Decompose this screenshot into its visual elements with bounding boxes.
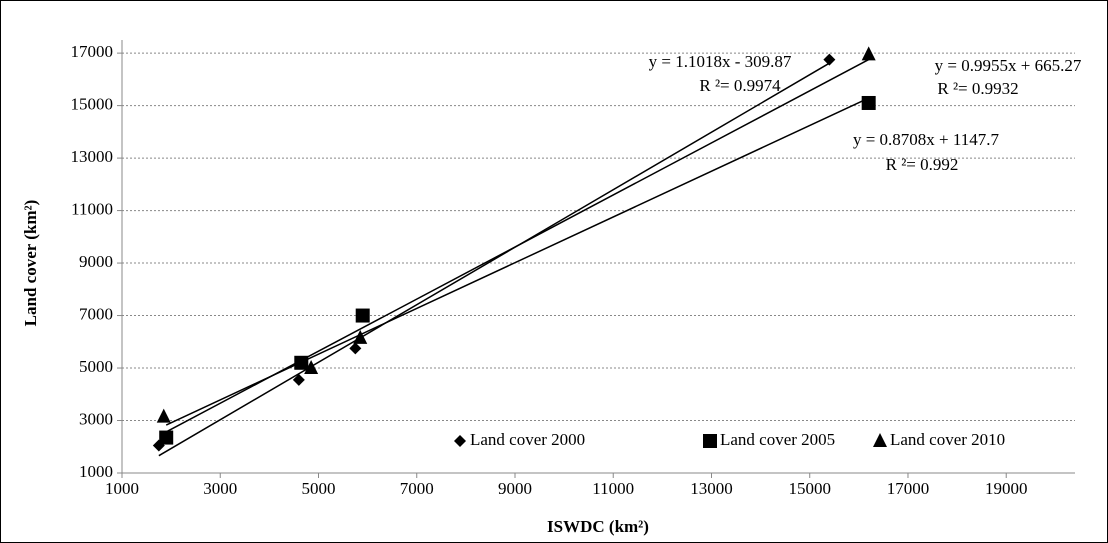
data-point [823,53,836,66]
data-point [292,373,305,386]
x-axis-label: ISWDC (km²) [547,517,649,536]
trendline-equation: R ²= 0.9932 [937,79,1018,98]
y-tick-label: 15000 [71,95,114,114]
trendline-equation: R ²= 0.992 [886,155,959,174]
y-axis-label: Land cover (km²) [21,200,40,327]
trendline-equation: R ²= 0.9974 [699,76,781,95]
legend-marker [873,433,887,447]
data-point [156,408,171,423]
data-point [861,95,876,110]
y-tick-label: 17000 [71,42,114,61]
data-point [349,342,362,355]
x-tick-label: 19000 [985,479,1028,498]
data-point [159,430,174,445]
x-tick-label: 13000 [690,479,733,498]
legend-label: Land cover 2000 [470,430,585,449]
y-tick-label: 1000 [79,462,113,481]
x-tick-label: 3000 [203,479,237,498]
x-tick-label: 5000 [301,479,335,498]
y-tick-label: 11000 [71,199,113,218]
legend-marker [703,434,717,448]
y-tick-label: 3000 [79,409,113,428]
data-point [861,46,876,61]
y-tick-label: 5000 [79,357,113,376]
trendline-equation: y = 0.8708x + 1147.7 [853,130,1000,149]
legend-marker [454,435,466,447]
legend-label: Land cover 2005 [720,430,835,449]
y-tick-label: 13000 [71,147,114,166]
data-point [294,355,309,370]
data-point [353,329,368,344]
data-point [355,308,370,323]
x-tick-label: 15000 [788,479,831,498]
x-tick-label: 7000 [400,479,434,498]
y-tick-label: 7000 [79,304,113,323]
x-tick-label: 11000 [592,479,634,498]
trendline-equation: y = 1.1018x - 309.87 [649,52,792,71]
data-point [304,360,319,375]
x-tick-label: 1000 [105,479,139,498]
trendline-equation: y = 0.9955x + 665.27 [935,56,1082,75]
legend-label: Land cover 2010 [890,430,1005,449]
trendline [163,58,870,434]
y-tick-label: 9000 [79,252,113,271]
x-tick-label: 9000 [498,479,532,498]
trendline [158,62,830,457]
x-tick-label: 17000 [887,479,930,498]
